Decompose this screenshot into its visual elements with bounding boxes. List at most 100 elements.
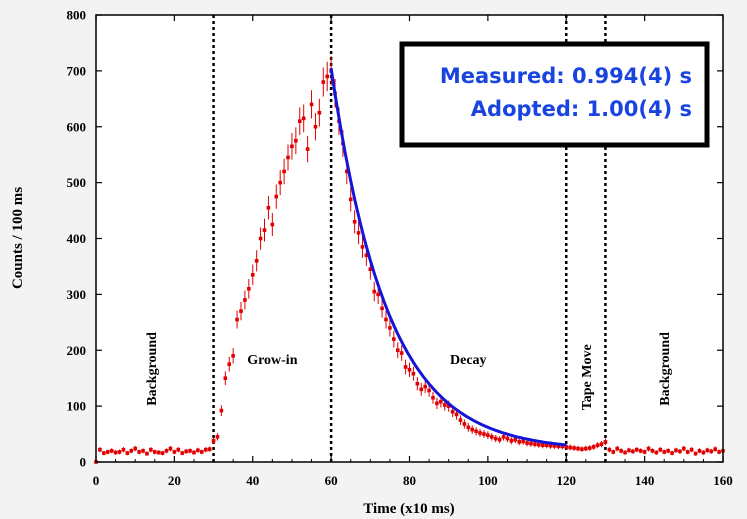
data-point (297, 119, 302, 123)
data-point (466, 425, 471, 430)
measured-text: Measured: 0.994(4) s (440, 64, 692, 88)
data-point (646, 446, 651, 451)
x-axis-ticks: 0 20 40 60 80 100 120 140 160 (93, 15, 733, 488)
data-point (407, 368, 412, 372)
data-point (533, 442, 537, 446)
data-point (290, 144, 294, 149)
data-point (313, 124, 318, 129)
data-point (638, 449, 643, 453)
data-point (489, 435, 494, 439)
data-point (654, 450, 659, 455)
y-tick-label: 100 (67, 399, 87, 414)
data-point (203, 447, 208, 452)
data-point (149, 447, 153, 452)
data-point (442, 403, 447, 407)
data-point (439, 399, 443, 404)
data-point (576, 446, 580, 451)
data-point (392, 337, 396, 341)
data-point (262, 228, 267, 232)
data-point (587, 446, 592, 450)
x-tick-label: 160 (713, 473, 733, 488)
data-point (125, 451, 130, 455)
data-point (537, 442, 541, 447)
data-point (243, 298, 247, 302)
data-point (427, 388, 431, 393)
data-point (239, 309, 243, 313)
data-point (697, 449, 702, 453)
y-axis-label: Counts / 100 ms (10, 187, 26, 289)
region-label: Background (145, 332, 160, 406)
data-point (235, 317, 239, 322)
data-point (286, 155, 290, 160)
data-point (223, 376, 228, 380)
data-point (321, 80, 326, 84)
data-point (685, 450, 690, 454)
data-point (580, 447, 584, 451)
data-point (544, 443, 549, 448)
data-point (540, 443, 545, 448)
x-tick-label: 100 (478, 473, 498, 488)
data-point (631, 449, 635, 454)
data-point (705, 448, 710, 453)
data-point (446, 404, 451, 408)
x-axis-label: Time (x10 ms) (363, 501, 454, 517)
data-point (599, 442, 604, 446)
data-point (227, 362, 232, 367)
data-point (552, 443, 557, 448)
data-point (368, 267, 373, 272)
data-point (486, 433, 490, 437)
data-point (231, 354, 235, 358)
x-tick-label: 0 (93, 473, 100, 488)
data-point (513, 437, 518, 442)
data-point (345, 169, 349, 174)
data-point (184, 449, 188, 454)
data-point (266, 205, 271, 210)
data-point (278, 180, 282, 185)
data-point (501, 435, 506, 439)
data-point (470, 427, 474, 432)
data-point (133, 446, 137, 451)
data-point (395, 348, 400, 353)
data-point (556, 444, 561, 449)
y-tick-label: 800 (67, 8, 87, 23)
x-tick-label: 140 (635, 473, 655, 488)
region-label: Grow-in (247, 353, 298, 368)
data-point (109, 449, 114, 453)
y-tick-label: 200 (67, 343, 87, 358)
x-tick-label: 120 (557, 473, 577, 488)
data-point (478, 431, 482, 435)
data-point (709, 449, 714, 454)
data-point (666, 449, 670, 453)
data-point (192, 450, 196, 455)
region-labels: Background Grow-in Decay Tape Move Backgroun… (145, 332, 673, 410)
data-point (129, 449, 134, 453)
data-point (309, 102, 314, 107)
data-point (497, 437, 502, 442)
data-point (172, 450, 177, 454)
data-point (105, 450, 110, 454)
data-point (615, 446, 619, 451)
data-point (207, 447, 212, 451)
data-point (548, 443, 553, 448)
y-tick-label: 500 (67, 175, 87, 190)
data-point (399, 351, 404, 355)
x-tick-label: 80 (403, 473, 416, 488)
x-tick-label: 40 (246, 473, 259, 488)
data-point (294, 138, 298, 143)
data-point (678, 449, 682, 454)
data-point (254, 259, 259, 263)
data-point (196, 448, 200, 453)
data-point (258, 236, 263, 241)
data-point (450, 409, 455, 414)
data-point (211, 438, 216, 443)
data-point (305, 147, 310, 151)
data-point (137, 450, 141, 454)
data-point (168, 446, 173, 451)
data-point (564, 445, 569, 449)
data-point (474, 429, 478, 434)
data-point (317, 110, 322, 115)
data-point (650, 449, 655, 453)
data-point (215, 435, 220, 439)
data-point (348, 197, 353, 202)
